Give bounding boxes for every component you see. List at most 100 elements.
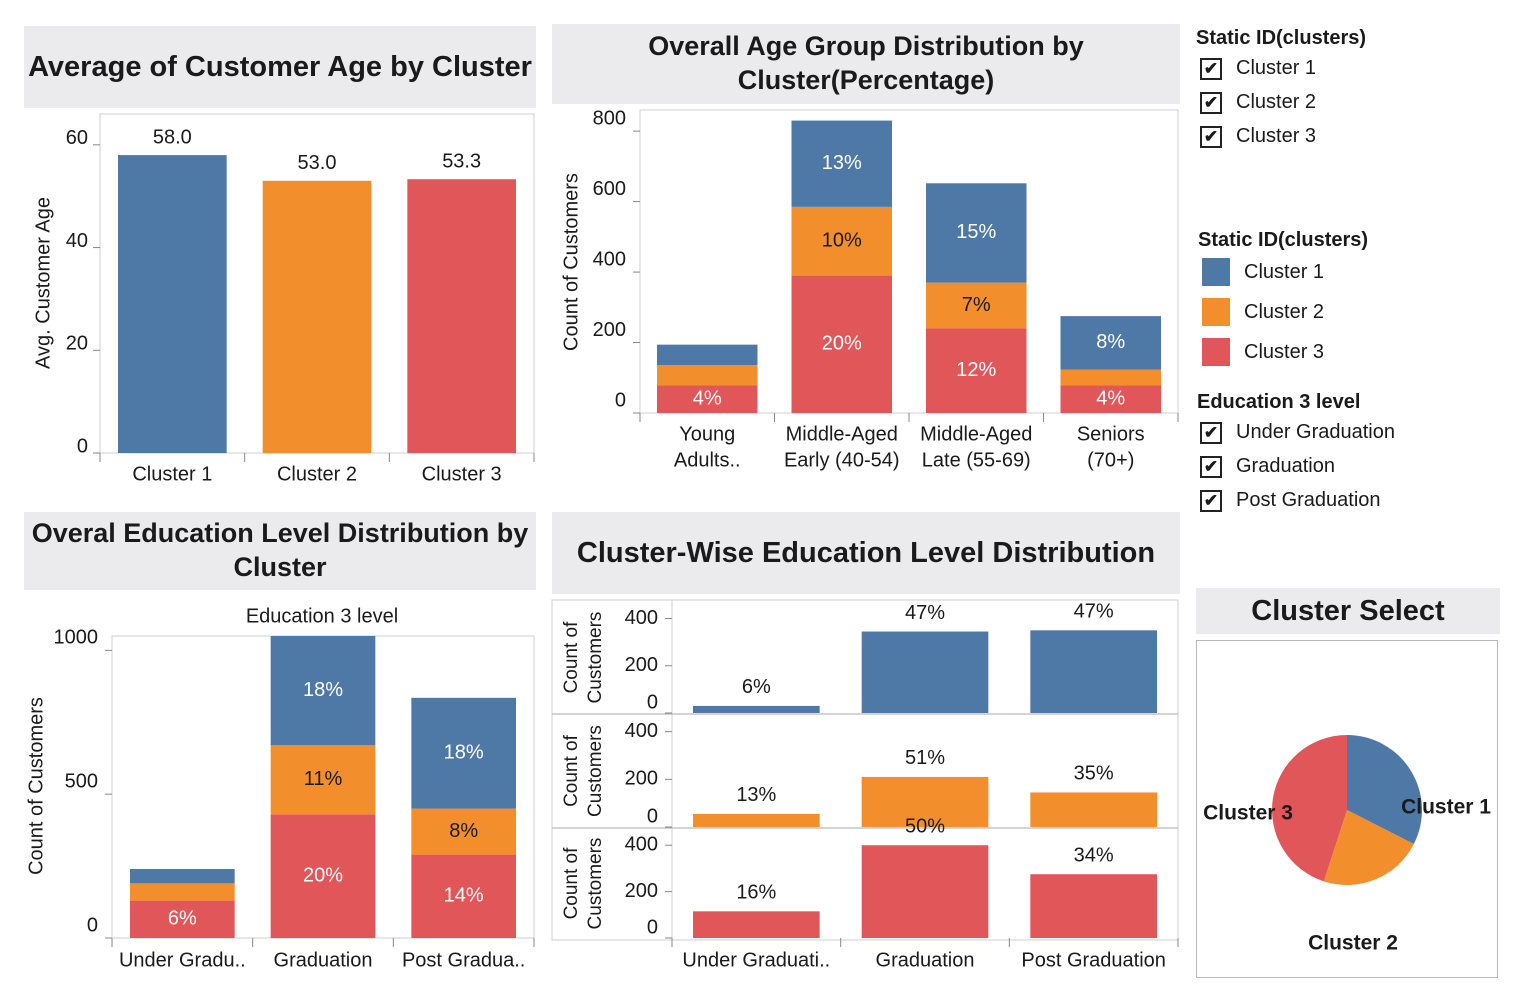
y-tick-label: 600 bbox=[593, 178, 626, 200]
y-tick-label: 200 bbox=[625, 880, 658, 902]
pie-slice-cluster-3 bbox=[1272, 735, 1347, 882]
segment-percent-label: 12% bbox=[956, 359, 996, 381]
y-axis-label: Customers bbox=[585, 612, 606, 704]
y-tick-label: 800 bbox=[593, 107, 626, 129]
bar-percent-label: 34% bbox=[1074, 845, 1114, 867]
color-legend-label: Cluster 1 bbox=[1244, 260, 1325, 283]
color-legend-item[interactable]: Cluster 2 bbox=[1202, 298, 1324, 326]
y-tick-label: 400 bbox=[625, 607, 658, 629]
segment-percent-label: 10% bbox=[822, 230, 862, 252]
y-tick-label: 60 bbox=[66, 127, 88, 149]
bar-cluster-3 bbox=[693, 911, 820, 938]
y-axis-label: Count of bbox=[561, 847, 582, 920]
pie-slice-label: Cluster 2 bbox=[1308, 932, 1398, 955]
bar-percent-label: 35% bbox=[1074, 763, 1114, 785]
bar-percent-label: 47% bbox=[905, 602, 945, 624]
y-axis-label: Customers bbox=[585, 838, 606, 930]
bar-percent-label: 50% bbox=[905, 816, 945, 838]
color-legend-item[interactable]: Cluster 3 bbox=[1202, 338, 1324, 366]
bar-cluster-2 bbox=[1030, 792, 1157, 827]
bar-cluster-1 bbox=[1030, 630, 1157, 713]
color-legend-label: Cluster 2 bbox=[1244, 300, 1325, 323]
bar-percent-label: 47% bbox=[1074, 601, 1114, 623]
bar-cluster-1 bbox=[118, 155, 227, 453]
segment-percent-label: 11% bbox=[304, 768, 343, 790]
color-swatch bbox=[1202, 338, 1230, 366]
stack-segment bbox=[657, 365, 758, 386]
bar-cluster-3 bbox=[861, 845, 989, 938]
education-chart-title: Overal Education Level Distribution by C… bbox=[24, 512, 536, 590]
stack-segment bbox=[1060, 369, 1161, 386]
y-axis-label: Count of bbox=[561, 734, 582, 807]
pie-slice-cluster-2 bbox=[1323, 810, 1414, 885]
color-legend-item[interactable]: Cluster 1 bbox=[1202, 258, 1324, 286]
bar-value-label: 53.0 bbox=[298, 152, 337, 174]
education-filter-label: Post Graduation bbox=[1236, 489, 1381, 511]
y-tick-label: 20 bbox=[66, 333, 88, 355]
pie-slice-label: Cluster 1 bbox=[1401, 796, 1491, 819]
education-filter-item[interactable]: ✔ Post Graduation bbox=[1200, 489, 1381, 512]
stack-segment bbox=[270, 814, 376, 938]
x-tick-label: (70+) bbox=[1087, 449, 1134, 471]
education-filter-item[interactable]: ✔ Graduation bbox=[1200, 455, 1335, 478]
checkbox-checked-icon[interactable]: ✔ bbox=[1200, 489, 1222, 512]
bar-percent-label: 13% bbox=[736, 784, 776, 806]
segment-percent-label: 7% bbox=[962, 294, 991, 316]
bar-cluster-3 bbox=[407, 179, 516, 453]
stack-segment bbox=[130, 883, 235, 901]
pie-chart-frame bbox=[1196, 640, 1498, 978]
cluster-filter-item[interactable]: ✔ Cluster 1 bbox=[1200, 57, 1316, 80]
segment-percent-label: 20% bbox=[303, 864, 343, 886]
segment-percent-label: 18% bbox=[444, 741, 484, 763]
color-legend-title: Static ID(clusters) bbox=[1198, 229, 1369, 251]
y-tick-label: 1000 bbox=[54, 627, 99, 649]
x-tick-label: Adults.. bbox=[674, 449, 741, 471]
checkbox-checked-icon[interactable]: ✔ bbox=[1200, 421, 1222, 444]
stack-segment bbox=[130, 868, 235, 884]
segment-percent-label: 13% bbox=[822, 152, 862, 174]
segment-percent-label: 14% bbox=[444, 885, 484, 907]
x-tick-label: Graduation bbox=[876, 949, 975, 971]
checkbox-checked-icon[interactable]: ✔ bbox=[1200, 57, 1222, 80]
cluster-filter-item[interactable]: ✔ Cluster 3 bbox=[1200, 125, 1316, 148]
y-axis-label: Avg. Customer Age bbox=[32, 197, 54, 369]
bar-percent-label: 51% bbox=[905, 747, 945, 769]
segment-percent-label: 20% bbox=[822, 333, 862, 355]
checkbox-checked-icon[interactable]: ✔ bbox=[1200, 91, 1222, 114]
stack-segment bbox=[411, 697, 516, 809]
y-tick-label: 40 bbox=[66, 230, 88, 252]
y-tick-label: 200 bbox=[625, 654, 658, 676]
pie-slice-cluster-1 bbox=[1347, 735, 1423, 845]
checkbox-checked-icon[interactable]: ✔ bbox=[1200, 455, 1222, 478]
education-filter-item[interactable]: ✔ Under Graduation bbox=[1200, 421, 1395, 444]
x-tick-label: Young bbox=[679, 423, 735, 445]
pie-slice-label: Cluster 3 bbox=[1203, 802, 1293, 825]
cluster-filter-item[interactable]: ✔ Cluster 2 bbox=[1200, 91, 1316, 114]
stack-segment bbox=[926, 183, 1027, 283]
bar-percent-label: 6% bbox=[742, 676, 771, 698]
education-filter-label: Under Graduation bbox=[1236, 421, 1395, 443]
bar-value-label: 53.3 bbox=[442, 151, 481, 173]
color-swatch bbox=[1202, 258, 1230, 286]
cluster-select-title: Cluster Select bbox=[1196, 588, 1500, 634]
x-tick-label: Under Gradu.. bbox=[119, 949, 246, 971]
stack-segment bbox=[1060, 316, 1161, 370]
stack-segment bbox=[411, 808, 516, 855]
y-tick-label: 500 bbox=[65, 770, 98, 792]
color-swatch bbox=[1202, 298, 1230, 326]
column-header: Education 3 level bbox=[246, 605, 398, 627]
segment-percent-label: 6% bbox=[168, 908, 197, 930]
bar-percent-label: 16% bbox=[736, 882, 776, 904]
y-tick-label: 0 bbox=[647, 916, 658, 938]
stack-segment bbox=[926, 282, 1027, 329]
x-tick-label: Post Graduation bbox=[1021, 949, 1166, 971]
x-tick-label: Cluster 3 bbox=[422, 463, 502, 485]
y-axis-label: Count of Customers bbox=[560, 173, 582, 351]
cluster-wise-chart-title: Cluster-Wise Education Level Distributio… bbox=[552, 512, 1180, 594]
y-axis-label: Customers bbox=[585, 725, 606, 817]
cluster-filter-label: Cluster 3 bbox=[1236, 125, 1317, 147]
y-tick-label: 0 bbox=[647, 691, 658, 713]
checkbox-checked-icon[interactable]: ✔ bbox=[1200, 125, 1222, 148]
small-multiples-frame bbox=[551, 599, 1179, 941]
